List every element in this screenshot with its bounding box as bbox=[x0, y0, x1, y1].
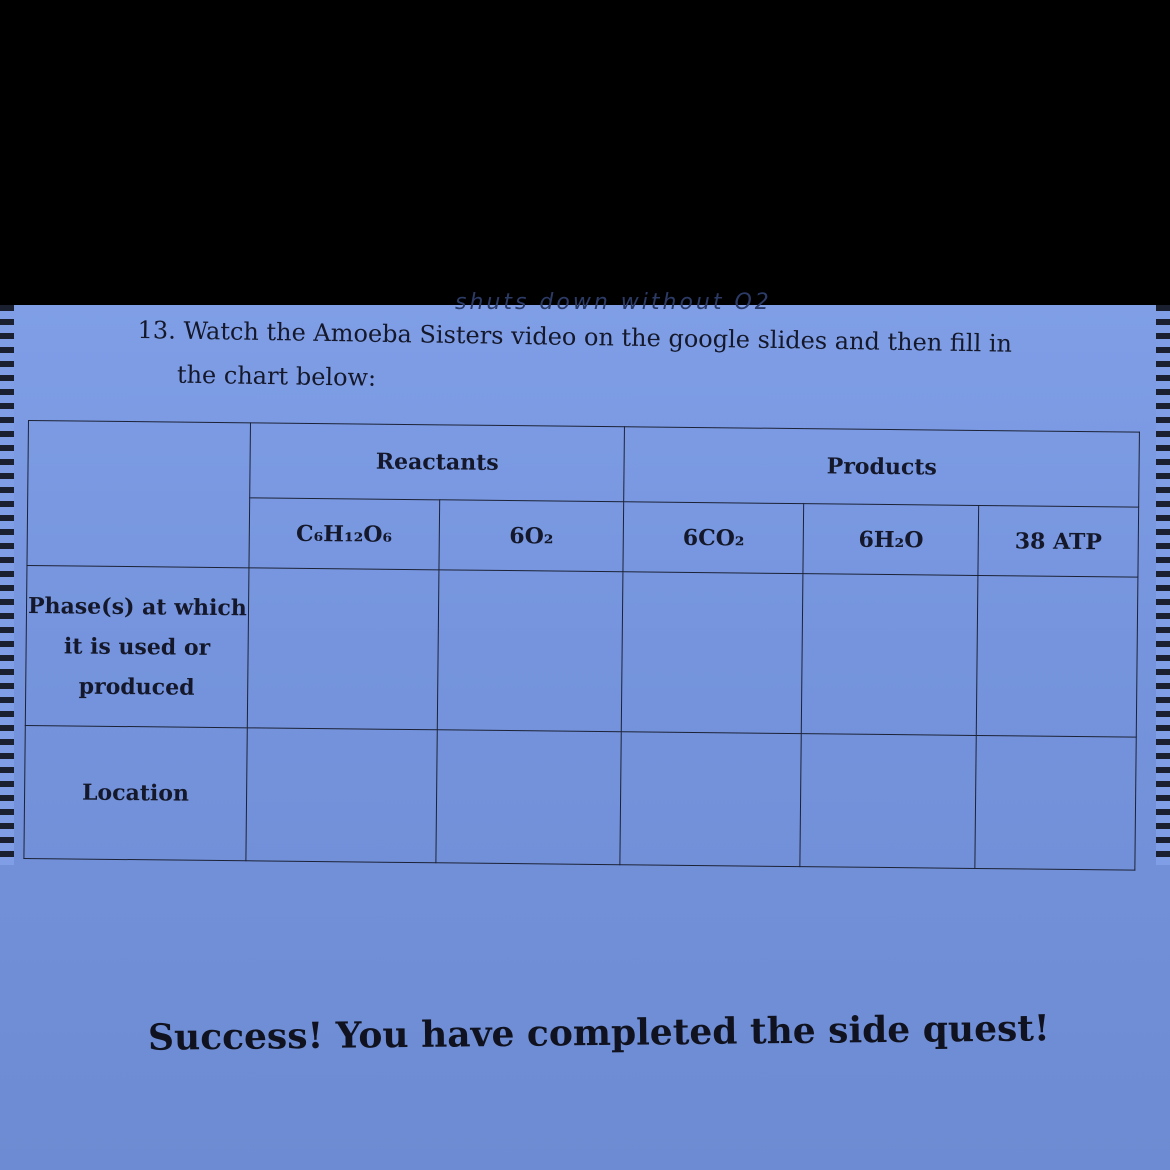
answer-cell[interactable] bbox=[620, 731, 802, 867]
products-header: Products bbox=[624, 426, 1140, 508]
table-row: Phase(s) at which it is used or produced bbox=[25, 565, 1138, 738]
column-header: 6H₂O bbox=[803, 503, 979, 576]
column-header: 6O₂ bbox=[438, 499, 625, 572]
question-13: 13. Watch the Amoeba Sisters video on th… bbox=[137, 308, 1013, 410]
answer-cell[interactable] bbox=[436, 569, 624, 732]
answer-cell[interactable] bbox=[245, 727, 437, 863]
answer-cell[interactable] bbox=[801, 573, 979, 736]
answer-cell[interactable] bbox=[621, 571, 804, 734]
column-header: 38 ATP bbox=[978, 505, 1139, 578]
cellular-respiration-chart: Reactants Products C₆H₁₂O₆ 6O₂ 6CO₂ 6H₂O… bbox=[23, 420, 1140, 871]
table-row: Location bbox=[23, 725, 1137, 871]
answer-cell[interactable] bbox=[974, 735, 1137, 871]
answer-cell[interactable] bbox=[976, 575, 1138, 738]
corner-cell bbox=[26, 420, 251, 568]
reactants-header: Reactants bbox=[249, 422, 625, 502]
column-header: C₆H₁₂O₆ bbox=[248, 497, 440, 570]
worksheet-page bbox=[0, 305, 1170, 1170]
answer-cell[interactable] bbox=[800, 733, 977, 869]
column-header: 6CO₂ bbox=[623, 501, 804, 574]
question-line-1: 13. Watch the Amoeba Sisters video on th… bbox=[137, 315, 1013, 358]
dark-background bbox=[0, 0, 1170, 305]
row-label: Phase(s) at which it is used or produced bbox=[25, 565, 249, 728]
page-edge-left bbox=[0, 305, 14, 865]
row-label: Location bbox=[23, 725, 248, 861]
answer-cell[interactable] bbox=[435, 729, 622, 865]
page-edge-right bbox=[1156, 305, 1170, 865]
handwritten-note: shuts down without O2 bbox=[455, 290, 772, 315]
answer-cell[interactable] bbox=[247, 567, 439, 730]
